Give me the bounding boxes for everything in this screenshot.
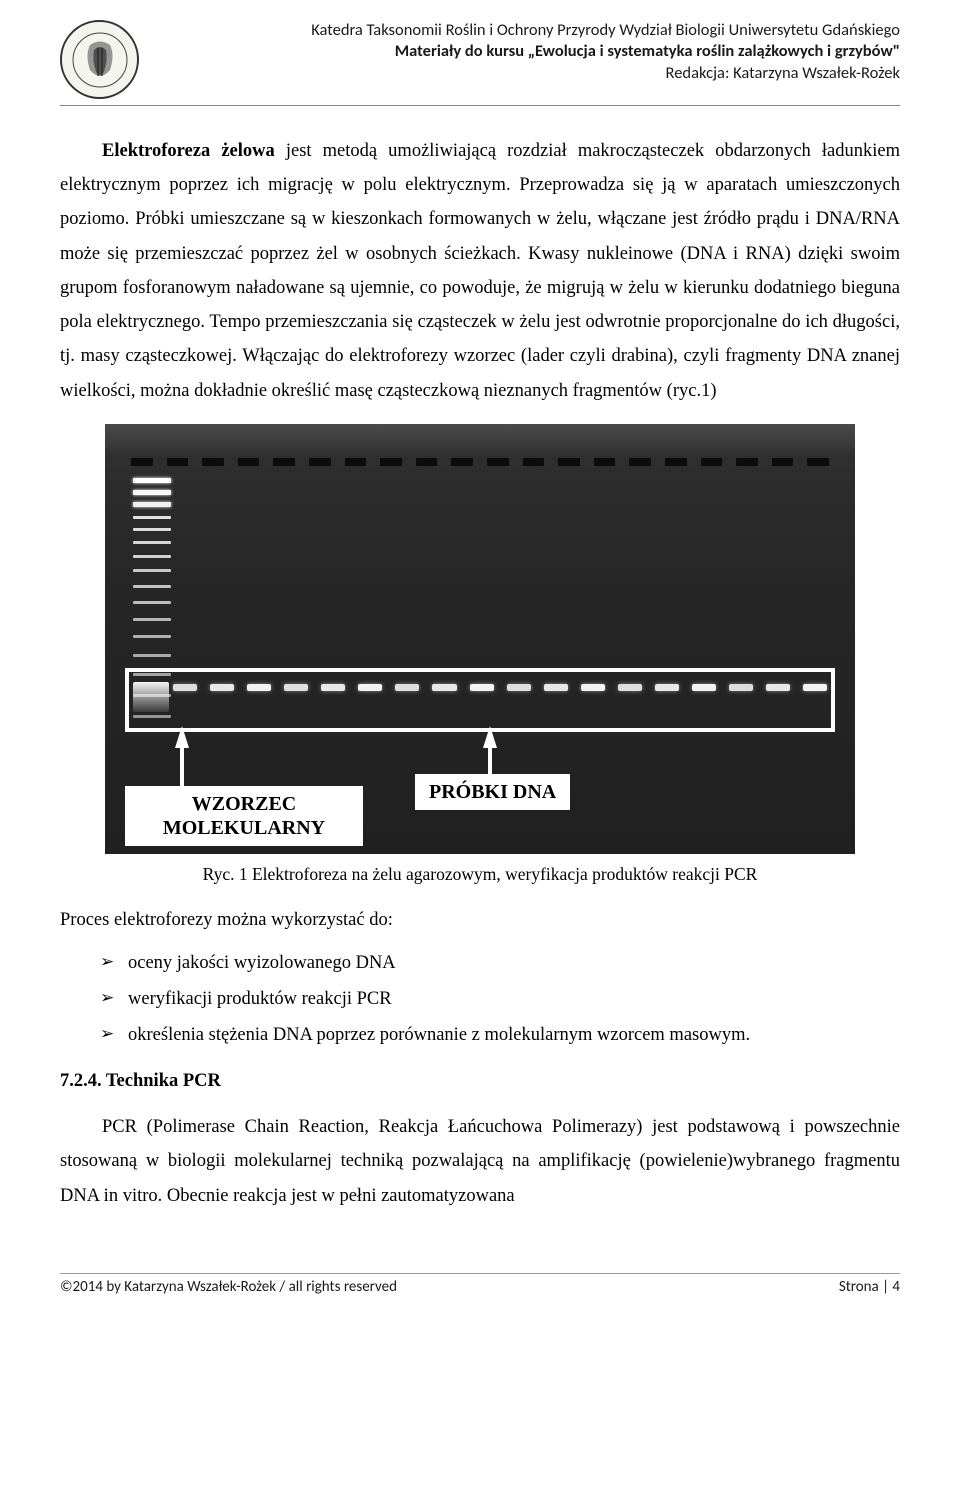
gel-image: WZORZEC MOLEKULARNY PRÓBKI DNA	[105, 424, 855, 854]
arrow-ladder-icon	[175, 726, 189, 748]
paragraph-pcr: PCR (Polimerase Chain Reaction, Reakcja …	[60, 1110, 900, 1213]
header-line-course: Materiały do kursu „Ewolucja i systematy…	[149, 41, 900, 62]
list-item: oceny jakości wyizolowanego DNA	[100, 945, 900, 981]
header-text-block: Katedra Taksonomii Roślin i Ochrony Przy…	[149, 20, 900, 84]
footer-copyright: ©2014 by Katarzyna Wszałek-Rożek / all r…	[60, 1278, 397, 1296]
label-dna-samples: PRÓBKI DNA	[415, 774, 570, 810]
figure-caption: Ryc. 1 Elektroforeza na żelu agarozowym,…	[105, 864, 855, 885]
list-item: weryfikacji produktów reakcji PCR	[100, 981, 900, 1017]
list-item: określenia stężenia DNA poprzez porównan…	[100, 1017, 900, 1053]
paragraph-electrophoresis: Elektroforeza żelowa jest metodą umożliw…	[60, 134, 900, 408]
page-footer: ©2014 by Katarzyna Wszałek-Rożek / all r…	[60, 1273, 900, 1296]
footer-page-number: Strona | 4	[839, 1278, 900, 1296]
list-intro-text: Proces elektroforezy można wykorzystać d…	[60, 903, 900, 937]
usage-list: oceny jakości wyizolowanego DNAweryfikac…	[60, 945, 900, 1053]
page-header: Katedra Taksonomii Roślin i Ochrony Przy…	[60, 20, 900, 99]
sample-highlight-box	[125, 668, 835, 732]
header-line-editor: Redakcja: Katarzyna Wszałek-Rożek	[149, 63, 900, 84]
arrow-samples-icon	[483, 726, 497, 748]
section-heading-pcr: 7.2.4. Technika PCR	[60, 1071, 900, 1092]
university-logo	[60, 20, 139, 99]
header-divider	[60, 105, 900, 106]
figure-1: WZORZEC MOLEKULARNY PRÓBKI DNA Ryc. 1 El…	[105, 424, 855, 885]
header-line-dept: Katedra Taksonomii Roślin i Ochrony Przy…	[149, 20, 900, 41]
label-molecular-ladder: WZORZEC MOLEKULARNY	[125, 786, 363, 846]
